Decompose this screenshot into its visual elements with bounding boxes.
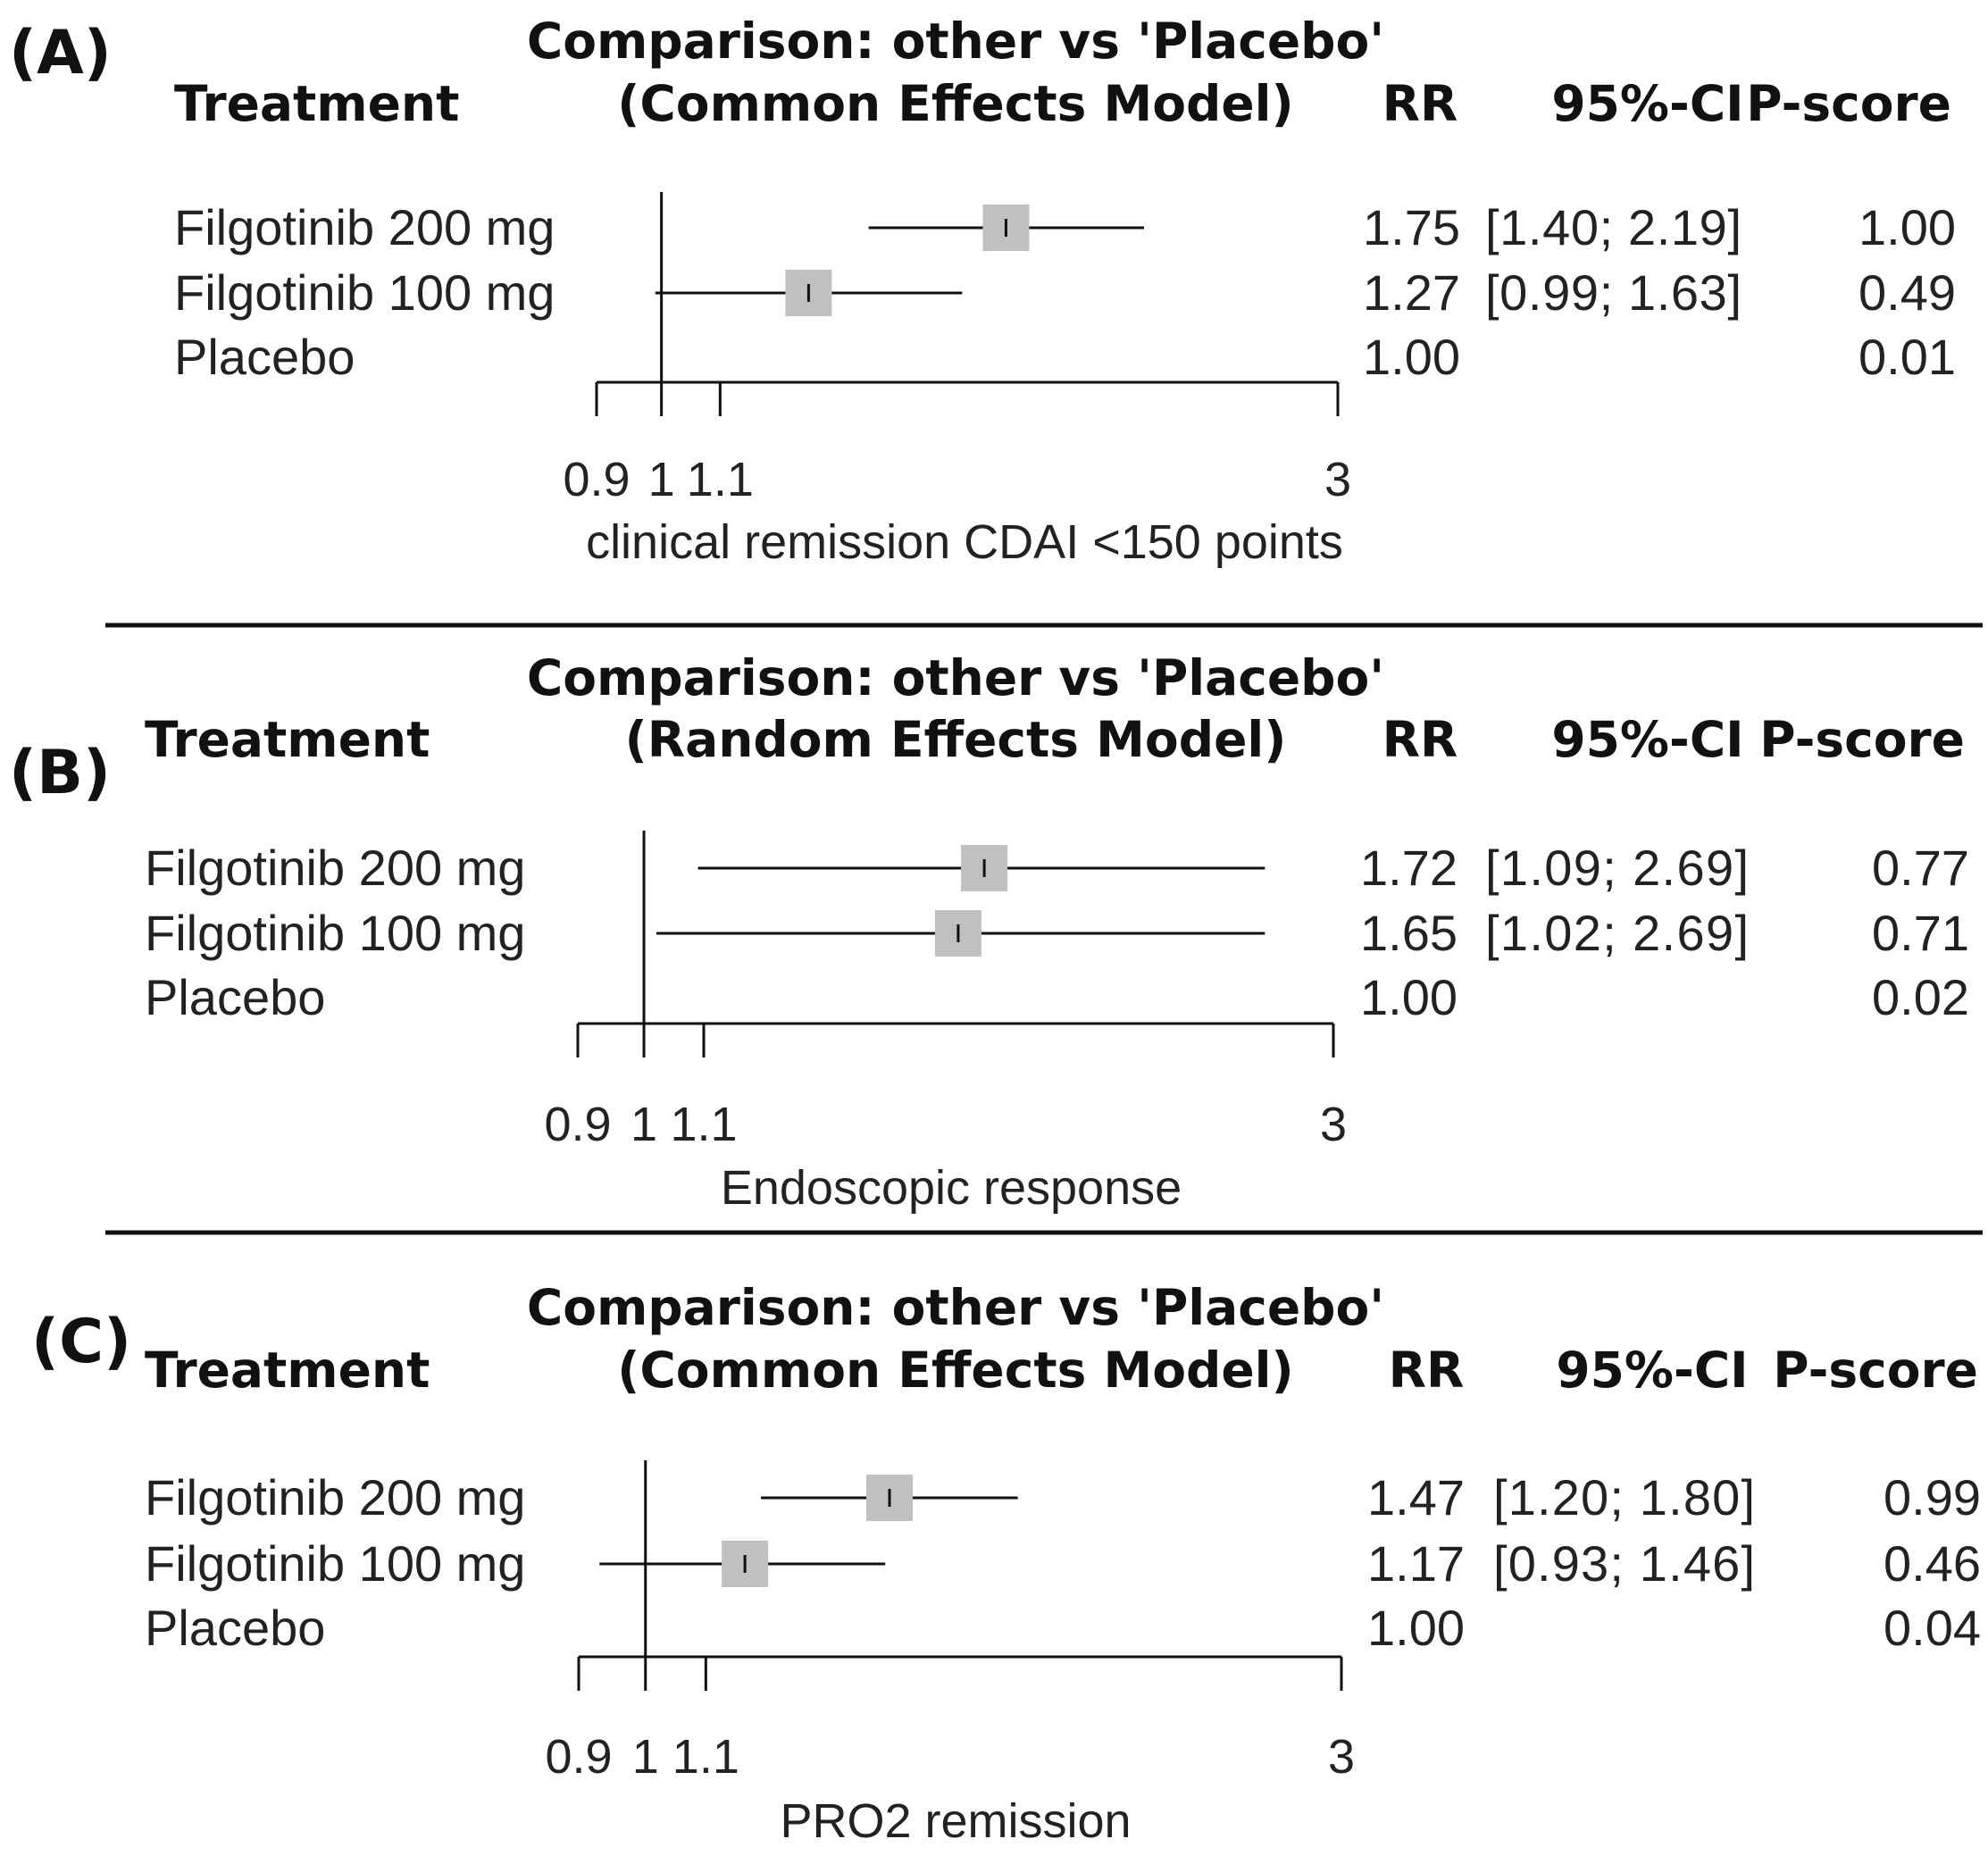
x-tick-label: 3 [1324, 453, 1351, 506]
x-axis-label: clinical remission CDAI <150 points [586, 515, 1343, 569]
panel-label: (C) [31, 1307, 131, 1377]
x-tick-label: 3 [1328, 1730, 1355, 1784]
row-pscore-value: 0.02 [1872, 969, 1969, 1025]
column-header-rr: RR [1382, 711, 1458, 768]
chart-title: Comparison: other vs 'Placebo' [527, 649, 1384, 706]
row-rr-value: 1.00 [1363, 329, 1460, 385]
column-header-pscore: P-score [1773, 1342, 1978, 1399]
x-tick-label: 0.9 [545, 1730, 612, 1784]
x-axis-label: PRO2 remission [780, 1794, 1131, 1848]
row-treatment-label: Filgotinib 200 mg [145, 840, 525, 896]
chart-subtitle: (Random Effects Model) [625, 711, 1287, 768]
panel-label: (A) [9, 18, 112, 88]
row-rr-value: 1.00 [1360, 969, 1458, 1025]
row-rr-value: 1.17 [1367, 1535, 1465, 1592]
row-rr-value: 1.75 [1363, 199, 1460, 255]
row-ci-value: [0.93; 1.46] [1493, 1535, 1755, 1592]
row-rr-value: 1.27 [1363, 264, 1460, 321]
x-tick-label: 0.9 [544, 1098, 611, 1151]
x-tick-label: 0.9 [563, 453, 630, 506]
column-header-pscore: P-score [1759, 711, 1965, 768]
column-header-pscore: P-score [1746, 75, 1951, 132]
chart-title: Comparison: other vs 'Placebo' [527, 1279, 1384, 1336]
row-ci-value: [1.09; 2.69] [1485, 840, 1749, 896]
row-ci-value: [1.40; 2.19] [1485, 199, 1742, 255]
row-pscore-value: 0.99 [1884, 1469, 1981, 1525]
row-pscore-value: 0.01 [1859, 329, 1956, 385]
row-pscore-value: 0.77 [1872, 840, 1969, 896]
chart-title: Comparison: other vs 'Placebo' [527, 13, 1384, 70]
column-header-treatment: Treatment [145, 1342, 430, 1399]
x-tick-label: 3 [1320, 1098, 1347, 1151]
column-header-treatment: Treatment [145, 711, 430, 768]
panel-label: (B) [9, 738, 111, 808]
row-rr-value: 1.47 [1367, 1469, 1465, 1525]
column-header-ci: 95%-CI [1551, 75, 1743, 132]
column-header-rr: RR [1382, 75, 1458, 132]
x-tick-label: 1.1 [670, 1098, 737, 1151]
row-treatment-label: Placebo [174, 329, 355, 385]
row-pscore-value: 0.46 [1884, 1535, 1981, 1592]
row-treatment-label: Filgotinib 200 mg [145, 1469, 525, 1525]
row-treatment-label: Placebo [145, 1600, 325, 1656]
row-treatment-label: Filgotinib 200 mg [174, 199, 555, 255]
row-treatment-label: Placebo [145, 969, 325, 1025]
row-pscore-value: 1.00 [1859, 199, 1956, 255]
column-header-ci: 95%-CI [1556, 1342, 1748, 1399]
x-tick-label: 1 [648, 453, 675, 506]
row-pscore-value: 0.04 [1884, 1600, 1981, 1656]
x-tick-label: 1 [632, 1730, 659, 1784]
row-treatment-label: Filgotinib 100 mg [145, 905, 525, 961]
chart-subtitle: (Common Effects Model) [617, 1342, 1293, 1399]
row-rr-value: 1.00 [1367, 1600, 1465, 1656]
x-tick-label: 1 [631, 1098, 657, 1151]
row-pscore-value: 0.71 [1872, 905, 1969, 961]
column-header-ci: 95%-CI [1551, 711, 1743, 768]
column-header-rr: RR [1389, 1342, 1465, 1399]
row-ci-value: [0.99; 1.63] [1485, 264, 1742, 321]
row-ci-value: [1.02; 2.69] [1485, 905, 1749, 961]
row-treatment-label: Filgotinib 100 mg [174, 264, 555, 321]
row-pscore-value: 0.49 [1859, 264, 1956, 321]
row-rr-value: 1.72 [1360, 840, 1458, 896]
row-rr-value: 1.65 [1360, 905, 1458, 961]
row-treatment-label: Filgotinib 100 mg [145, 1535, 525, 1592]
row-ci-value: [1.20; 1.80] [1493, 1469, 1755, 1525]
column-header-treatment: Treatment [174, 75, 459, 132]
chart-subtitle: (Common Effects Model) [617, 75, 1293, 132]
x-tick-label: 1.1 [672, 1730, 739, 1784]
x-tick-label: 1.1 [687, 453, 754, 506]
x-axis-label: Endoscopic response [721, 1161, 1182, 1215]
